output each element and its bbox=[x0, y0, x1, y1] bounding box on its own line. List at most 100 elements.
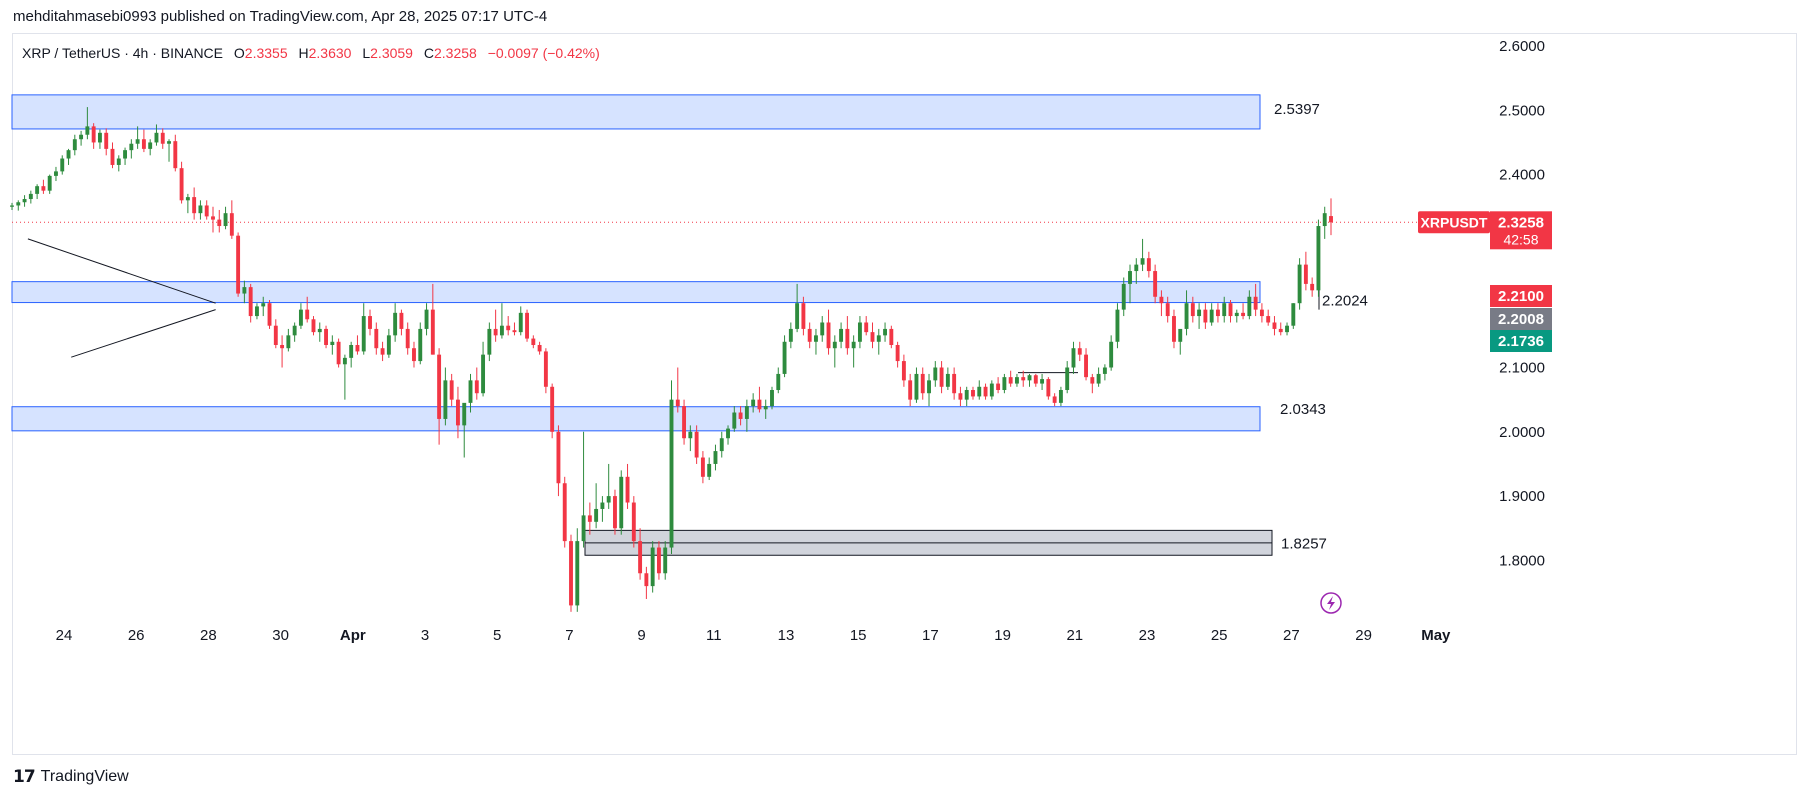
candle-body bbox=[10, 205, 14, 207]
candle-body bbox=[1241, 312, 1246, 317]
candle-body bbox=[1322, 213, 1327, 227]
candle-body bbox=[1316, 226, 1321, 291]
candle-body bbox=[801, 303, 806, 329]
candle-body bbox=[1278, 328, 1283, 333]
candle-body bbox=[160, 132, 165, 144]
candle-body bbox=[1215, 309, 1220, 317]
candle-body bbox=[751, 399, 756, 407]
legend-open: 2.3355 bbox=[245, 45, 288, 61]
candle-body bbox=[770, 390, 774, 407]
candle-body bbox=[474, 380, 479, 394]
candle-body bbox=[1178, 328, 1183, 342]
candle-body bbox=[1008, 377, 1013, 384]
candle-body bbox=[91, 126, 96, 143]
candle-body bbox=[1197, 309, 1202, 317]
candle-body bbox=[1329, 216, 1333, 223]
candle-body bbox=[386, 335, 391, 355]
candle-body bbox=[719, 438, 724, 452]
price-badge bbox=[1490, 285, 1552, 307]
candle-body bbox=[1184, 303, 1189, 329]
candle-body bbox=[638, 541, 643, 574]
candle-body bbox=[185, 197, 190, 201]
candle-body bbox=[1285, 325, 1289, 333]
candle-body bbox=[606, 496, 611, 503]
candle-body bbox=[656, 547, 661, 574]
candle-body bbox=[713, 451, 718, 464]
x-tick-label: 7 bbox=[565, 627, 573, 644]
candle-body bbox=[518, 312, 523, 333]
candle-body bbox=[788, 328, 793, 342]
candle-body bbox=[820, 322, 825, 336]
candle-body bbox=[669, 399, 674, 548]
candle-body bbox=[1128, 271, 1132, 284]
candle-body bbox=[1027, 375, 1032, 381]
candle-body bbox=[317, 328, 322, 333]
candle-body bbox=[864, 322, 869, 333]
y-tick-label: 2.0000 bbox=[1499, 424, 1545, 441]
candle-body bbox=[1222, 303, 1227, 317]
candle-body bbox=[920, 373, 925, 394]
candle-body bbox=[807, 328, 812, 342]
candle-body bbox=[927, 380, 931, 394]
candle-body bbox=[22, 199, 27, 203]
candle-body bbox=[883, 328, 887, 336]
x-tick-label: 25 bbox=[1211, 627, 1228, 644]
candle-body bbox=[443, 380, 448, 419]
candle-body bbox=[167, 141, 171, 144]
candle-body bbox=[1077, 348, 1082, 355]
candle-body bbox=[958, 393, 963, 400]
candle-body bbox=[795, 303, 800, 329]
candle-body bbox=[72, 139, 77, 151]
candle-body bbox=[600, 502, 605, 509]
candle-body bbox=[876, 335, 881, 342]
y-tick-label: 2.4000 bbox=[1499, 167, 1545, 184]
candle-body bbox=[267, 303, 272, 326]
candle-body bbox=[581, 515, 586, 542]
candle-body bbox=[525, 312, 529, 339]
candle-body bbox=[1002, 377, 1007, 391]
candle-body bbox=[895, 344, 900, 362]
candle-body bbox=[814, 335, 818, 342]
candle-body bbox=[1159, 296, 1164, 304]
candle-body bbox=[1165, 303, 1170, 317]
legend-o-label: O bbox=[234, 45, 245, 61]
candle-body bbox=[330, 341, 335, 345]
candle-body bbox=[1109, 341, 1114, 368]
candle-body bbox=[1046, 379, 1051, 397]
candle-body bbox=[47, 175, 52, 191]
x-tick-label: 13 bbox=[778, 627, 795, 644]
candle-body bbox=[405, 328, 410, 349]
candle-body bbox=[412, 348, 416, 362]
tradingview-logo-icon[interactable]: 17 bbox=[13, 767, 36, 787]
candle-body bbox=[826, 322, 831, 349]
y-tick-label: 1.9000 bbox=[1499, 488, 1545, 505]
candle-body bbox=[16, 202, 21, 206]
candle-body bbox=[857, 322, 862, 342]
candle-body bbox=[726, 428, 730, 439]
x-tick-label: 11 bbox=[706, 627, 722, 644]
candle-body bbox=[349, 344, 354, 358]
candle-body bbox=[644, 573, 649, 587]
candle-body bbox=[1259, 309, 1264, 317]
candle-body bbox=[757, 399, 762, 410]
candle-body bbox=[223, 213, 228, 227]
brand-name: TradingView bbox=[40, 768, 129, 785]
legend-high: 2.3630 bbox=[309, 45, 352, 61]
legend-change: −0.0097 (−0.42%) bbox=[488, 45, 600, 61]
candle-body bbox=[537, 344, 542, 352]
candle-body bbox=[1096, 373, 1101, 384]
candle-body bbox=[744, 406, 749, 419]
candle-body bbox=[148, 142, 153, 149]
candle-body bbox=[506, 325, 511, 331]
candle-body bbox=[242, 287, 247, 294]
candle-body bbox=[493, 328, 498, 336]
lightning-icon bbox=[1320, 592, 1342, 614]
x-tick-label: 17 bbox=[922, 627, 939, 644]
candle-body bbox=[782, 341, 787, 374]
candle-body bbox=[1247, 296, 1252, 317]
candle-body bbox=[964, 390, 969, 400]
candle-body bbox=[499, 325, 504, 336]
candle-body bbox=[512, 330, 517, 333]
zones-layer: 2.5397 2.2024 2.0343 1.8257 bbox=[11, 94, 1368, 556]
